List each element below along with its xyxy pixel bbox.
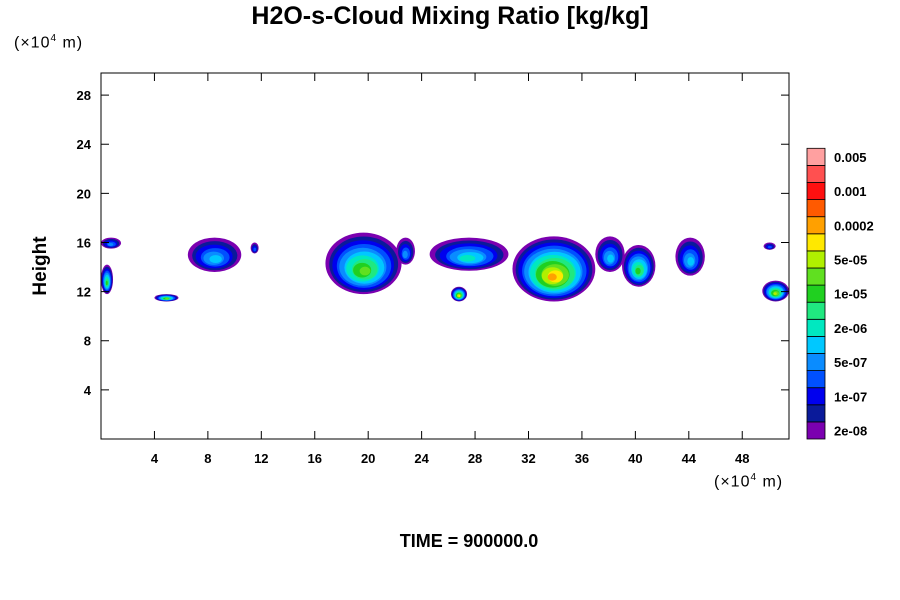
y-tick-label: 8 bbox=[84, 334, 91, 349]
x-tick-label: 36 bbox=[575, 451, 589, 466]
colorbar-swatch bbox=[806, 387, 826, 406]
y-unit-exponent: 4 bbox=[50, 33, 58, 44]
y-tick-label: 12 bbox=[77, 285, 91, 300]
cloud-patch bbox=[595, 236, 625, 272]
cloud-contour bbox=[459, 254, 476, 262]
colorbar-label: 2e-08 bbox=[834, 423, 867, 438]
cloud-field bbox=[101, 232, 789, 302]
cloud-patch bbox=[675, 237, 705, 276]
x-unit-base: (×10 bbox=[714, 473, 751, 491]
colorbar-swatch bbox=[806, 164, 826, 183]
cloud-patch bbox=[325, 232, 402, 295]
y-unit-base: (×10 bbox=[14, 34, 51, 52]
x-tick-label: 32 bbox=[521, 451, 535, 466]
colorbar-swatch bbox=[806, 147, 826, 166]
cloud-contour bbox=[458, 294, 461, 297]
cloud-contour bbox=[402, 250, 408, 259]
cloud-contour bbox=[253, 247, 257, 252]
colorbar-swatch bbox=[806, 335, 826, 354]
x-unit-tail: m) bbox=[757, 473, 784, 491]
cloud-patch bbox=[762, 280, 789, 302]
colorbar-swatch bbox=[806, 182, 826, 201]
cloud-contour bbox=[635, 267, 641, 275]
cloud-patch bbox=[429, 237, 509, 271]
time-label: TIME = 900000.0 bbox=[399, 531, 539, 551]
x-tick-label: 8 bbox=[204, 451, 211, 466]
y-tick-label: 16 bbox=[77, 235, 91, 250]
cloud-patch bbox=[101, 237, 122, 249]
y-tick-label: 28 bbox=[77, 88, 91, 103]
cloud-contour bbox=[209, 255, 222, 264]
x-tick-label: 20 bbox=[361, 451, 375, 466]
colorbar-label: 5e-05 bbox=[834, 252, 867, 267]
x-tick-label: 4 bbox=[151, 451, 159, 466]
colorbar-swatch bbox=[806, 199, 826, 218]
colorbar-swatch bbox=[806, 353, 826, 372]
y-unit-tail: m) bbox=[57, 34, 84, 52]
chart-title: H2O-s-Cloud Mixing Ratio [kg/kg] bbox=[251, 2, 649, 30]
colorbar-swatch bbox=[806, 216, 826, 235]
x-tick-label: 24 bbox=[414, 451, 429, 466]
colorbar-label: 2e-06 bbox=[834, 321, 867, 336]
y-axis-unit: (×104 m) bbox=[14, 33, 83, 52]
colorbar-swatch bbox=[806, 404, 826, 423]
cloud-patch bbox=[622, 244, 656, 287]
colorbar-label: 5e-07 bbox=[834, 355, 867, 370]
cloud-patch bbox=[101, 264, 114, 295]
cloud-patch bbox=[512, 236, 596, 302]
x-unit-exponent: 4 bbox=[750, 472, 758, 483]
y-tick-label: 20 bbox=[77, 186, 91, 201]
plot-frame bbox=[100, 72, 790, 440]
y-tick-label: 4 bbox=[84, 383, 92, 398]
cloud-patch bbox=[187, 237, 242, 272]
cloud-contour bbox=[547, 273, 557, 281]
colorbar-swatch bbox=[806, 421, 826, 440]
colorbar-swatch bbox=[806, 370, 826, 389]
colorbar-label: 0.005 bbox=[834, 150, 867, 165]
x-tick-label: 12 bbox=[254, 451, 268, 466]
cloud-contour bbox=[107, 242, 114, 246]
colorbar-label: 0.0002 bbox=[834, 218, 874, 233]
colorbar-swatch bbox=[806, 233, 826, 252]
cloud-contour bbox=[165, 297, 169, 300]
cloud-patch bbox=[451, 286, 468, 302]
x-tick-label: 48 bbox=[735, 451, 749, 466]
cloud-contour bbox=[767, 245, 772, 249]
colorbar-label: 0.001 bbox=[834, 184, 867, 199]
cloud-contour bbox=[773, 292, 777, 295]
x-tick-label: 16 bbox=[308, 451, 322, 466]
colorbar-swatch bbox=[806, 250, 826, 269]
x-tick-label: 44 bbox=[682, 451, 697, 466]
colorbar-swatch bbox=[806, 318, 826, 337]
cloud-contour bbox=[687, 256, 695, 266]
cloud-contour bbox=[359, 266, 371, 276]
x-tick-label: 28 bbox=[468, 451, 482, 466]
colorbar-swatch bbox=[806, 267, 826, 286]
cloud-patch bbox=[763, 242, 776, 250]
x-axis-unit: (×104 m) bbox=[714, 472, 783, 491]
colorbar: 2e-08 1e-07 5e-07 2e-06 1e-05 5e-05 0.0002 0.00… bbox=[806, 147, 874, 440]
colorbar-label: 1e-05 bbox=[834, 287, 867, 302]
cloud-patch bbox=[396, 237, 415, 265]
colorbar-label: 1e-07 bbox=[834, 389, 867, 404]
cloud-patch bbox=[154, 294, 179, 302]
cloud-contour bbox=[105, 280, 108, 286]
colorbar-swatch bbox=[806, 301, 826, 320]
cloud-patch bbox=[250, 242, 259, 254]
y-tick-label: 24 bbox=[77, 137, 92, 152]
cloud-contour bbox=[607, 254, 614, 263]
x-tick-label: 40 bbox=[628, 451, 642, 466]
colorbar-swatch bbox=[806, 284, 826, 303]
